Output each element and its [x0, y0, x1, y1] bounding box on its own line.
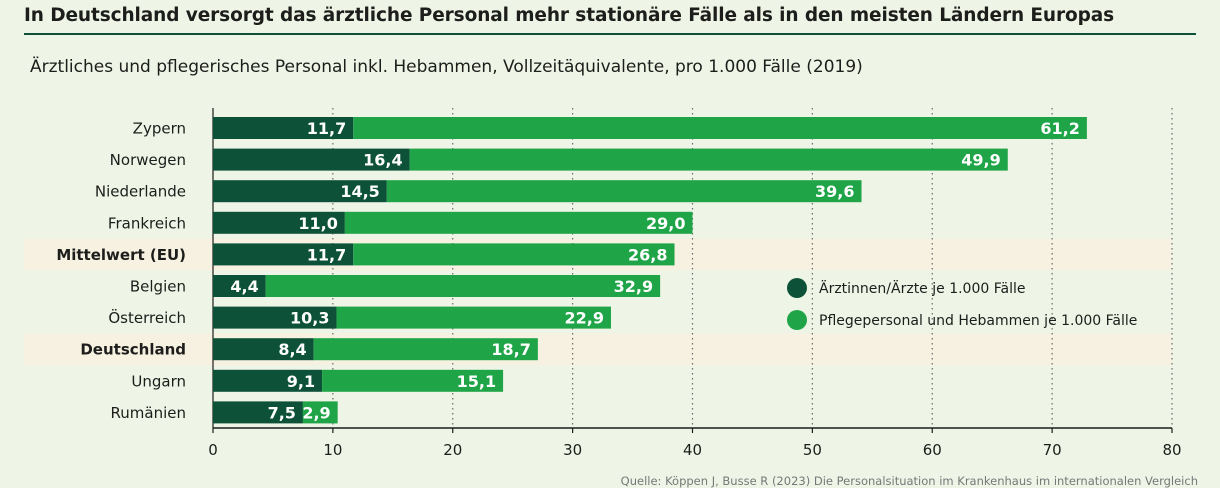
- value-label-doctors-mittelwert-eu-: 11,7: [307, 245, 346, 264]
- legend-label-nurses: Pflegepersonal und Hebammen je 1.000 Fäl…: [819, 313, 1137, 329]
- value-label-nurses-zypern: 61,2: [1040, 119, 1079, 138]
- x-tick-label-50: 50: [803, 441, 822, 459]
- x-tick-label-0: 0: [208, 441, 218, 459]
- legend-label-doctors: Ärztinnen/Ärzte je 1.000 Fälle: [819, 279, 1025, 297]
- value-label-doctors-österreich: 10,3: [290, 309, 329, 328]
- value-label-doctors-ungarn: 9,1: [287, 372, 315, 391]
- x-tick-label-40: 40: [683, 441, 702, 459]
- value-label-doctors-rumänien: 7,5: [268, 403, 296, 422]
- category-label-norwegen: Norwegen: [110, 151, 186, 169]
- bar-doctors-zypern: [213, 117, 354, 139]
- legend-swatch-nurses: [787, 310, 807, 330]
- bar-nurses-rumänien: [302, 401, 338, 424]
- category-label-zypern: Zypern: [133, 120, 186, 138]
- bar-doctors-norwegen: [213, 148, 410, 171]
- bar-nurses-zypern: [353, 117, 1087, 139]
- x-tick-label-20: 20: [443, 441, 462, 459]
- bar-nurses-österreich: [336, 306, 611, 329]
- value-label-doctors-niederlande: 14,5: [340, 182, 379, 201]
- value-label-doctors-norwegen: 16,4: [363, 151, 402, 170]
- bar-doctors-belgien: [213, 275, 266, 297]
- value-label-nurses-belgien: 32,9: [614, 277, 653, 296]
- value-label-nurses-österreich: 22,9: [565, 309, 604, 328]
- x-tick-label-80: 80: [1162, 441, 1181, 459]
- bar-doctors-österreich: [213, 306, 337, 329]
- bar-doctors-mittelwert-eu-: [213, 243, 354, 266]
- value-label-nurses-mittelwert-eu-: 26,8: [628, 245, 667, 264]
- value-label-doctors-zypern: 11,7: [307, 119, 346, 138]
- source-note: Quelle: Köppen J, Busse R (2023) Die Per…: [620, 474, 1198, 488]
- category-label-frankreich: Frankreich: [108, 214, 186, 232]
- value-label-nurses-ungarn: 15,1: [457, 372, 496, 391]
- category-label-rumänien: Rumänien: [111, 404, 186, 422]
- legend-swatch-doctors: [787, 278, 807, 298]
- bar-doctors-deutschland: [213, 338, 314, 361]
- bar-doctors-frankreich: [213, 211, 345, 234]
- bar-nurses-norwegen: [409, 148, 1008, 171]
- x-tick-label-70: 70: [1043, 441, 1062, 459]
- bar-doctors-rumänien: [213, 401, 303, 424]
- value-label-doctors-belgien: 4,4: [230, 277, 258, 296]
- bar-doctors-niederlande: [213, 180, 387, 203]
- value-label-nurses-rumänien: 2,9: [302, 403, 330, 422]
- value-label-doctors-deutschland: 8,4: [278, 340, 306, 359]
- category-label-österreich: Österreich: [108, 308, 186, 327]
- chart-title: In Deutschland versorgt das ärztliche Pe…: [24, 5, 1115, 26]
- highlight-row-deutschland: [24, 333, 1172, 366]
- value-label-doctors-frankreich: 11,0: [298, 214, 337, 233]
- value-label-nurses-deutschland: 18,7: [491, 340, 530, 359]
- bar-nurses-deutschland: [313, 338, 538, 361]
- category-label-ungarn: Ungarn: [131, 372, 186, 390]
- bar-nurses-frankreich: [344, 211, 693, 234]
- value-label-nurses-niederlande: 39,6: [815, 182, 854, 201]
- title-divider: [24, 33, 1196, 35]
- bar-doctors-ungarn: [213, 369, 323, 392]
- x-tick-label-30: 30: [563, 441, 582, 459]
- category-label-belgien: Belgien: [130, 278, 186, 296]
- category-label-niederlande: Niederlande: [95, 183, 186, 201]
- bar-nurses-mittelwert-eu-: [353, 243, 675, 266]
- bar-nurses-belgien: [265, 275, 661, 297]
- x-tick-label-10: 10: [323, 441, 342, 459]
- bar-nurses-ungarn: [322, 369, 504, 392]
- x-tick-label-60: 60: [923, 441, 942, 459]
- category-label-deutschland: Deutschland: [80, 341, 186, 359]
- value-label-nurses-norwegen: 49,9: [961, 151, 1000, 170]
- bar-nurses-niederlande: [386, 180, 862, 203]
- category-label-mittelwert-eu-: Mittelwert (EU): [56, 246, 186, 264]
- value-label-nurses-frankreich: 29,0: [646, 214, 685, 233]
- chart-subtitle: Ärztliches und pflegerisches Personal in…: [30, 57, 863, 77]
